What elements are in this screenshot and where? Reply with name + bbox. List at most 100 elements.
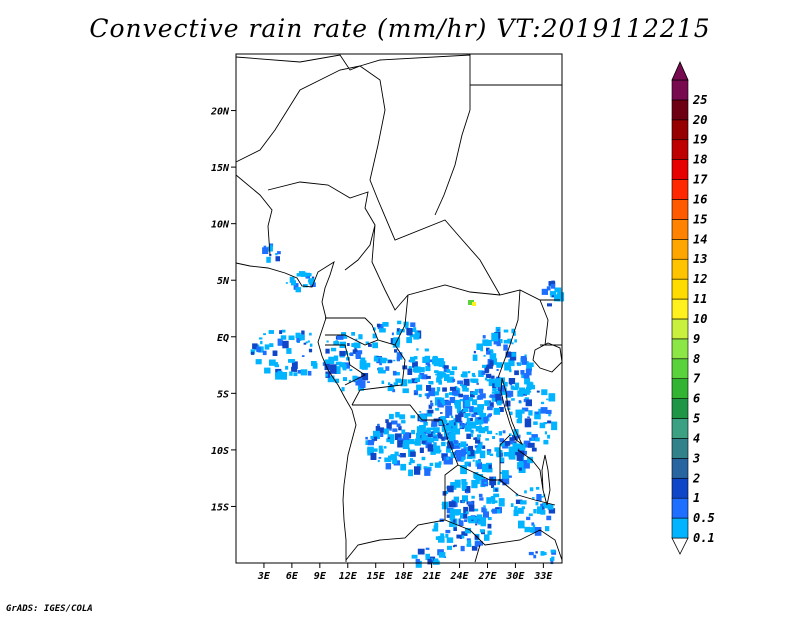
rain-cell: [492, 386, 496, 391]
rain-cell: [440, 533, 445, 537]
rain-cell: [483, 417, 488, 424]
rain-cell: [410, 322, 416, 327]
rain-cell: [509, 433, 512, 437]
rain-cell: [408, 462, 412, 465]
rain-cell: [486, 451, 491, 455]
rain-cell: [272, 350, 278, 356]
colorbar-label: 14: [693, 232, 707, 246]
rain-cell: [387, 387, 393, 392]
rain-cell: [527, 416, 530, 419]
rain-cell: [474, 388, 479, 393]
rain-cell: [476, 449, 479, 452]
rain-cell: [399, 453, 406, 458]
colorbar-label: 9: [693, 332, 700, 346]
rain-cell: [507, 407, 511, 410]
rain-cell: [534, 411, 541, 420]
rain-cell: [309, 332, 312, 336]
rain-cell: [413, 390, 419, 396]
rain-cell: [540, 551, 545, 556]
rain-cell: [408, 439, 415, 445]
rain-cell: [389, 440, 395, 444]
rain-cell: [355, 352, 361, 359]
rain-cell: [487, 523, 492, 529]
rain-cell: [445, 393, 449, 398]
rain-cell: [526, 516, 531, 521]
rain-cell: [377, 427, 385, 433]
rain-cell: [450, 516, 454, 521]
rain-cell: [508, 446, 516, 452]
rain-cell: [355, 338, 358, 342]
rain-cell: [471, 495, 475, 499]
rain-cell: [446, 514, 450, 518]
rain-cell: [526, 363, 532, 372]
rain-cell: [526, 431, 532, 435]
rain-cell: [355, 376, 363, 383]
rain-cell: [551, 421, 558, 431]
rain-cell: [455, 449, 462, 459]
rain-cell: [548, 413, 551, 417]
rain-cell: [434, 391, 439, 396]
rain-cell: [409, 459, 415, 464]
rain-cell: [415, 377, 420, 382]
rain-cell: [470, 391, 475, 398]
rain-cell: [446, 446, 451, 453]
rain-cell: [471, 479, 478, 489]
rain-cell: [483, 505, 486, 508]
rain-cell: [461, 488, 465, 491]
rain-cell: [414, 392, 417, 395]
rain-cell: [511, 328, 515, 334]
rain-cell: [443, 365, 449, 369]
rain-cell: [484, 369, 489, 374]
rain-cell: [449, 508, 455, 514]
rain-cell: [498, 431, 503, 436]
rain-cell: [525, 368, 532, 376]
rain-cell: [497, 400, 502, 406]
rain-cell: [495, 329, 500, 334]
rain-cell: [438, 552, 446, 558]
rain-cell: [348, 352, 351, 356]
rain-cell: [446, 537, 454, 543]
rain-cell: [487, 530, 492, 535]
rain-cell: [481, 371, 486, 375]
rain-cell: [464, 461, 471, 467]
colorbar-segment: [671, 438, 689, 459]
rain-cell: [475, 437, 481, 444]
rain-cell: [551, 280, 555, 284]
rain-cell: [495, 393, 502, 402]
rain-cell: [409, 458, 413, 461]
rain-cell: [479, 450, 486, 459]
rain-cell: [433, 525, 439, 532]
rain-cell: [436, 387, 441, 392]
rain-cell: [263, 333, 266, 336]
rain-cell: [536, 390, 540, 393]
rain-cell: [444, 425, 452, 432]
rain-cell: [391, 332, 394, 336]
rain-cell: [421, 434, 428, 441]
rain-cell: [449, 386, 457, 391]
lon-tick-label: 18E: [395, 571, 414, 582]
rain-cell: [535, 437, 540, 442]
rain-cell: [454, 479, 461, 488]
rain-cell: [347, 343, 350, 346]
rain-cell: [266, 256, 271, 263]
rain-cell: [495, 388, 498, 391]
rain-cell: [425, 547, 430, 550]
rain-cell: [463, 378, 470, 386]
border-lines: [235, 54, 563, 563]
rain-cell: [498, 339, 503, 344]
rain-cell: [521, 373, 525, 379]
rain-cell: [258, 337, 263, 340]
rain-cell: [460, 384, 463, 386]
lon-tick-label: 9E: [314, 571, 327, 582]
rain-cell: [515, 452, 520, 456]
rain-cell: [406, 337, 412, 344]
lon-tick-label: 33E: [533, 571, 553, 582]
rain-cell: [433, 362, 439, 367]
rain-cell: [554, 294, 560, 302]
colorbar-segment: [671, 318, 689, 340]
rain-cell: [430, 400, 433, 403]
rain-cell: [418, 374, 422, 379]
rain-cell: [495, 363, 499, 366]
rain-cell: [428, 404, 433, 409]
rain-cell: [473, 407, 481, 416]
